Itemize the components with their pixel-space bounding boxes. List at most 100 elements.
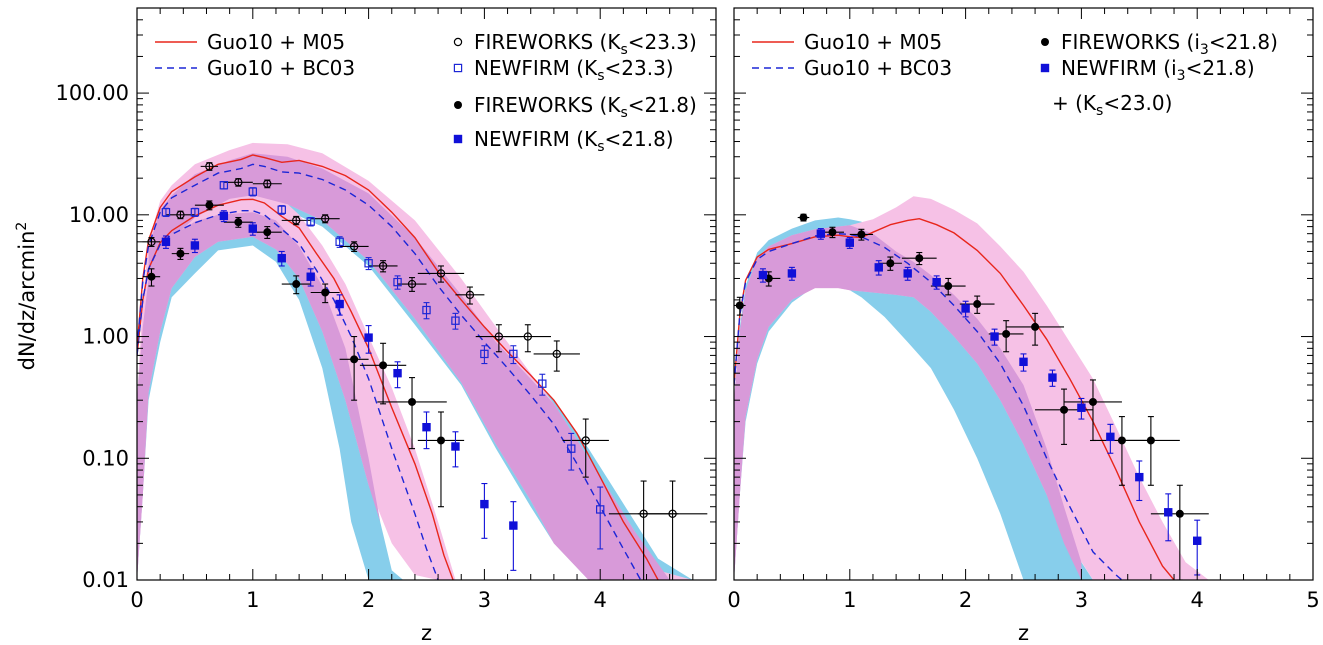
data-point: [263, 228, 272, 237]
x-tick-label: 0: [727, 588, 740, 612]
data-point: [292, 216, 301, 225]
data-point: [1031, 322, 1040, 331]
legend-line-label: Guo10 + BC03: [207, 56, 355, 80]
data-point: [1106, 432, 1115, 442]
data-point: [1077, 403, 1086, 412]
data-point: [1002, 329, 1011, 338]
x-tick-label: 1: [843, 588, 856, 612]
data-point: [147, 272, 156, 281]
data-point: [758, 270, 768, 280]
data-point: [1135, 472, 1144, 482]
data-point: [306, 272, 315, 281]
y-tick-label: 0.01: [82, 568, 129, 592]
band-overlap: [734, 225, 1082, 580]
legend-extra-label: + (Ks<23.0): [1052, 91, 1172, 119]
data-point: [234, 218, 243, 227]
data-point: [393, 368, 402, 378]
data-point: [595, 505, 605, 514]
legend-marker: [1040, 63, 1050, 73]
data-point: [465, 290, 475, 300]
data-point: [147, 237, 156, 247]
legend-marker: [454, 101, 462, 109]
data-point: [422, 422, 431, 432]
x-axis-label: z: [1018, 621, 1029, 645]
data-point: [306, 217, 315, 226]
data-point: [349, 242, 359, 251]
data-point: [161, 208, 171, 217]
model-line-3: [137, 163, 642, 580]
data-point: [828, 228, 837, 237]
legend-point-label: NEWFIRM (i3<21.8): [1061, 56, 1255, 84]
band-overlap: [137, 212, 381, 580]
data-point: [903, 269, 912, 278]
data-point: [857, 230, 866, 239]
model-line-1: [734, 232, 1123, 580]
legend-point-label: FIREWORKS (Ks<21.8): [474, 93, 697, 121]
data-point: [335, 299, 344, 309]
data-point: [320, 214, 330, 223]
series-filled-square: [758, 228, 1202, 576]
x-tick-label: 4: [1191, 588, 1204, 612]
data-point: [915, 254, 924, 263]
x-tick-label: 1: [246, 588, 259, 612]
data-point: [567, 444, 576, 453]
data-point: [1193, 536, 1202, 545]
legend-marker: [453, 37, 463, 47]
data-point: [190, 208, 200, 217]
plot-frame: [136, 7, 717, 581]
y-tick-label: 0.10: [82, 446, 129, 470]
data-point: [886, 259, 895, 268]
legend-marker: [453, 134, 463, 144]
data-point: [961, 304, 970, 313]
data-point: [378, 261, 388, 271]
data-point: [944, 282, 953, 291]
data-point: [668, 509, 677, 518]
data-point: [1060, 405, 1069, 414]
data-point: [735, 301, 744, 310]
data-point: [407, 279, 417, 289]
x-tick-label: 3: [478, 588, 491, 612]
data-point: [1175, 509, 1184, 518]
data-point: [176, 210, 185, 220]
data-point: [292, 280, 301, 289]
data-point: [205, 201, 214, 210]
legend-marker: [453, 63, 463, 73]
model-line-1: [137, 210, 439, 580]
band-bc03-0: [734, 217, 1093, 580]
x-tick-label: 4: [594, 588, 607, 612]
data-point: [263, 179, 272, 188]
data-point: [350, 355, 359, 364]
data-point: [494, 332, 504, 341]
y-axis-label: dN/dz/arcmin2: [14, 222, 39, 371]
data-point: [787, 269, 797, 278]
series-open-circle: [142, 162, 708, 580]
data-point: [436, 269, 446, 278]
band-m05-2: [137, 185, 456, 580]
data-point: [973, 300, 982, 309]
data-point: [176, 249, 185, 258]
data-point: [335, 237, 344, 247]
data-point: [1019, 357, 1028, 367]
data-point: [451, 316, 460, 325]
data-point: [364, 333, 373, 342]
x-tick-label: 2: [959, 588, 972, 612]
left-panel: 0 1 2 3 4 z 0.01 0.10 1.00 10.00 100.00 Guo10 + M05…: [56, 7, 717, 645]
data-point: [480, 499, 489, 509]
x-tick-label: 5: [1306, 588, 1319, 612]
data-point: [422, 305, 431, 315]
data-point: [538, 379, 547, 388]
data-point: [1164, 508, 1173, 517]
data-point: [816, 229, 826, 238]
series-open-square: [161, 181, 605, 550]
data-point: [219, 181, 229, 190]
data-point: [408, 397, 417, 406]
band-overlap-2: [148, 153, 670, 580]
data-point: [277, 205, 286, 214]
data-point: [161, 237, 171, 247]
data-point: [523, 332, 533, 341]
plot-frame: [733, 7, 1314, 581]
data-point: [190, 241, 200, 250]
x-tick-label: 3: [1075, 588, 1088, 612]
x-tick-label: 0: [130, 588, 143, 612]
data-point: [509, 521, 518, 530]
